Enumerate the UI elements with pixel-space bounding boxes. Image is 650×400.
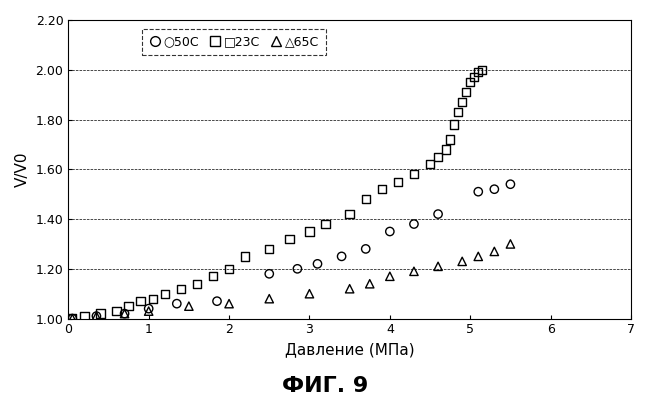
Point — [365, 280, 375, 287]
Point — [469, 74, 480, 80]
Point — [385, 228, 395, 235]
Point — [409, 268, 419, 274]
Point — [212, 298, 222, 304]
Point — [337, 253, 347, 260]
Point — [457, 258, 467, 264]
Point — [111, 308, 122, 314]
Point — [409, 171, 419, 178]
Point — [505, 181, 515, 188]
Point — [433, 263, 443, 270]
Point — [264, 270, 274, 277]
Point — [477, 66, 488, 73]
Point — [457, 99, 467, 105]
Point — [449, 121, 460, 128]
Point — [344, 211, 355, 217]
Point — [240, 253, 250, 260]
Point — [284, 236, 294, 242]
Point — [91, 313, 101, 319]
Point — [264, 246, 274, 252]
Point — [184, 303, 194, 309]
Point — [120, 310, 130, 317]
X-axis label: Давление (МПа): Давление (МПа) — [285, 342, 415, 357]
Point — [312, 261, 322, 267]
Point — [473, 188, 484, 195]
Point — [135, 298, 146, 304]
Point — [159, 290, 170, 297]
Point — [344, 286, 355, 292]
Point — [489, 248, 500, 255]
Point — [67, 315, 77, 322]
Point — [433, 211, 443, 217]
Point — [172, 300, 182, 307]
Point — [224, 300, 234, 307]
Point — [461, 89, 471, 95]
Point — [361, 196, 371, 202]
Y-axis label: V/V0: V/V0 — [15, 152, 30, 187]
Point — [385, 273, 395, 280]
Point — [79, 313, 90, 319]
Point — [144, 308, 154, 314]
Point — [361, 246, 371, 252]
Point — [192, 280, 202, 287]
Point — [473, 69, 484, 76]
Point — [445, 136, 456, 143]
Point — [409, 221, 419, 227]
Point — [320, 221, 331, 227]
Point — [453, 109, 463, 115]
Point — [144, 306, 154, 312]
Legend: ○50C, □23C, △65C: ○50C, □23C, △65C — [142, 29, 326, 55]
Point — [224, 266, 234, 272]
Point — [91, 313, 101, 319]
Point — [433, 154, 443, 160]
Point — [292, 266, 303, 272]
Point — [124, 303, 134, 309]
Point — [208, 273, 218, 280]
Point — [176, 286, 186, 292]
Point — [67, 315, 77, 322]
Point — [264, 296, 274, 302]
Point — [473, 253, 484, 260]
Point — [505, 241, 515, 247]
Point — [67, 315, 77, 322]
Point — [304, 290, 315, 297]
Point — [120, 310, 130, 317]
Point — [489, 186, 500, 192]
Point — [148, 296, 158, 302]
Point — [304, 228, 315, 235]
Point — [376, 186, 387, 192]
Point — [425, 161, 436, 168]
Point — [465, 79, 475, 86]
Point — [393, 178, 403, 185]
Point — [441, 146, 451, 152]
Point — [96, 310, 106, 317]
Text: ФИГ. 9: ФИГ. 9 — [282, 376, 368, 396]
